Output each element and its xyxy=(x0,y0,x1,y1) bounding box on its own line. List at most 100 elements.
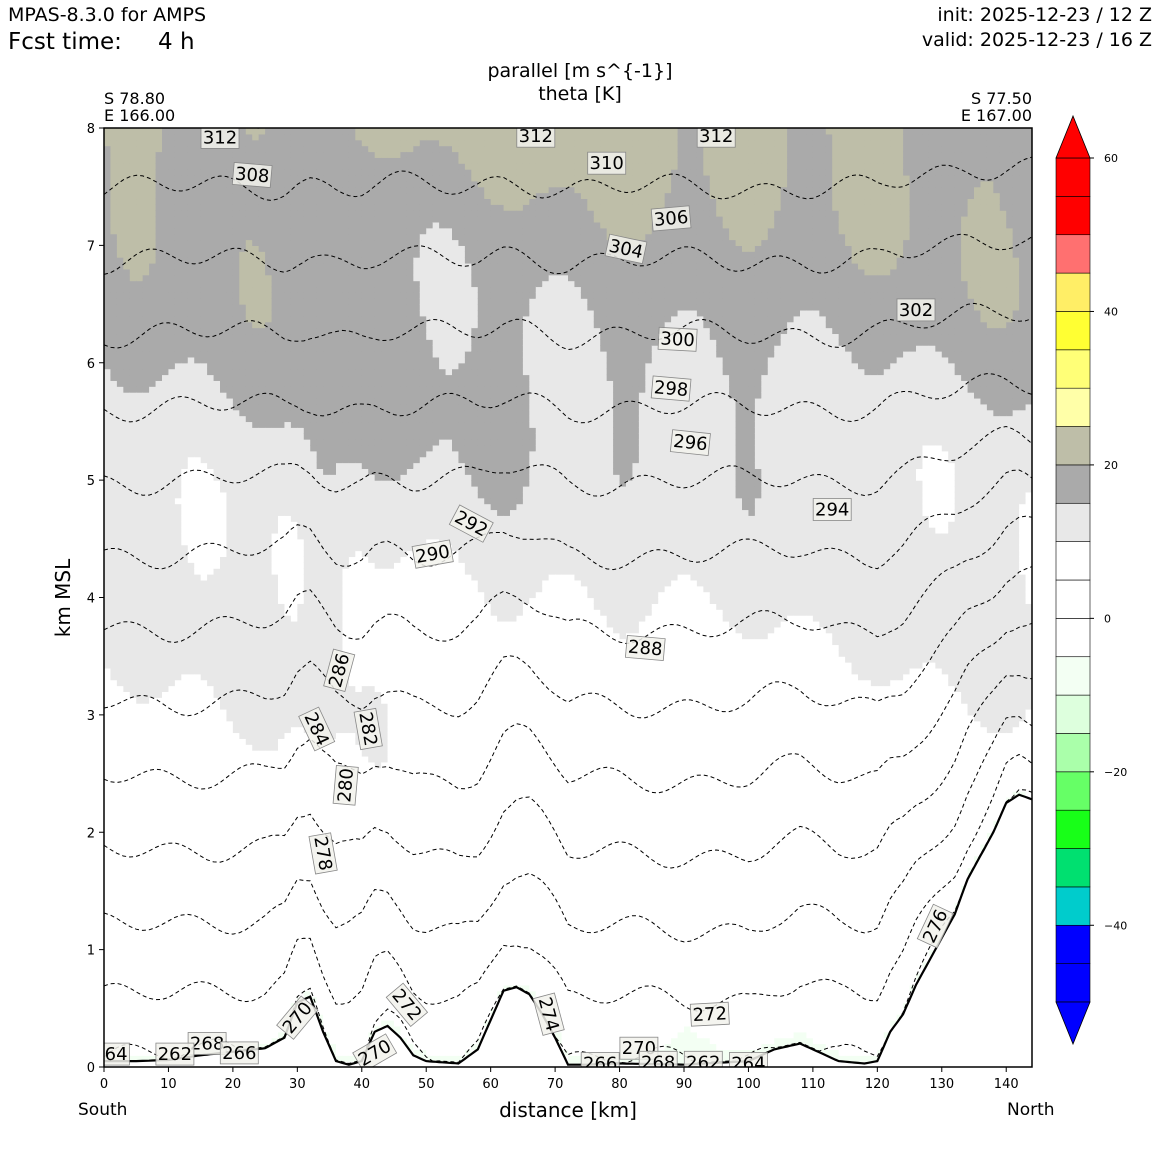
wind-fill-cell xyxy=(149,504,156,510)
wind-fill-cell xyxy=(149,615,156,621)
wind-fill-cell xyxy=(162,228,169,234)
wind-fill-cell xyxy=(104,169,111,175)
wind-fill-cell xyxy=(136,938,143,944)
wind-fill-cell xyxy=(162,615,169,621)
wind-fill-cell xyxy=(104,292,111,298)
wind-fill-cell xyxy=(156,504,163,510)
wind-fill-cell xyxy=(143,680,150,686)
wind-fill-cell xyxy=(123,926,130,932)
wind-fill-cell xyxy=(117,169,124,175)
wind-fill-cell xyxy=(136,386,143,392)
wind-fill-cell xyxy=(149,556,156,562)
wind-fill-cell xyxy=(162,181,169,187)
wind-fill-cell xyxy=(110,451,117,457)
wind-fill-cell xyxy=(117,1008,124,1014)
wind-fill-cell xyxy=(123,480,130,486)
wind-fill-cell xyxy=(130,286,137,292)
wind-fill-cell xyxy=(156,451,163,457)
wind-fill-cell xyxy=(117,298,124,304)
wind-fill-cell xyxy=(110,873,117,879)
wind-fill-cell xyxy=(149,838,156,844)
wind-fill-cell xyxy=(117,551,124,557)
wind-fill-cell xyxy=(130,568,137,574)
wind-fill-cell xyxy=(156,310,163,316)
wind-fill-cell xyxy=(110,286,117,292)
wind-fill-cell xyxy=(149,204,156,210)
wind-fill-cell xyxy=(117,374,124,380)
wind-fill-cell xyxy=(136,909,143,915)
wind-fill-cell xyxy=(110,416,117,422)
wind-fill-cell xyxy=(104,222,111,228)
wind-fill-cell xyxy=(110,398,117,404)
wind-fill-cell xyxy=(104,656,111,662)
wind-fill-cell xyxy=(156,1026,163,1032)
wind-fill-cell xyxy=(162,140,169,146)
wind-fill-cell xyxy=(149,134,156,140)
wind-fill-cell xyxy=(136,433,143,439)
wind-fill-cell xyxy=(162,204,169,210)
wind-fill-cell xyxy=(136,275,143,281)
wind-fill-cell xyxy=(149,240,156,246)
wind-fill-cell xyxy=(117,568,124,574)
wind-fill-cell xyxy=(117,562,124,568)
wind-fill-cell xyxy=(168,627,175,633)
wind-fill-cell xyxy=(110,234,117,240)
wind-fill-cell xyxy=(130,328,137,334)
wind-fill-cell xyxy=(117,1014,124,1020)
wind-fill-cell xyxy=(110,815,117,821)
wind-fill-cell xyxy=(156,627,163,633)
wind-fill-cell xyxy=(130,715,137,721)
wind-fill-cell xyxy=(104,234,111,240)
wind-fill-cell xyxy=(104,662,111,668)
wind-fill-cell xyxy=(110,867,117,873)
wind-fill-cell xyxy=(149,433,156,439)
wind-fill-cell xyxy=(130,463,137,469)
wind-fill-cell xyxy=(117,521,124,527)
wind-fill-cell xyxy=(117,662,124,668)
wind-fill-cell xyxy=(149,832,156,838)
wind-fill-cell xyxy=(123,398,130,404)
wind-fill-cell xyxy=(110,486,117,492)
wind-fill-cell xyxy=(123,304,130,310)
wind-fill-cell xyxy=(104,803,111,809)
wind-fill-cell xyxy=(143,744,150,750)
wind-fill-cell xyxy=(136,662,143,668)
wind-fill-cell xyxy=(110,151,117,157)
wind-fill-cell xyxy=(104,257,111,263)
wind-fill-cell xyxy=(123,609,130,615)
wind-fill-cell xyxy=(104,785,111,791)
wind-fill-cell xyxy=(123,193,130,199)
wind-fill-cell xyxy=(162,961,169,967)
wind-fill-cell xyxy=(168,909,175,915)
wind-fill-cell xyxy=(162,586,169,592)
wind-fill-cell xyxy=(168,920,175,926)
wind-fill-cell xyxy=(149,322,156,328)
wind-fill-cell xyxy=(117,545,124,551)
wind-fill-cell xyxy=(110,445,117,451)
wind-fill-cell xyxy=(136,298,143,304)
wind-fill-cell xyxy=(117,193,124,199)
wind-fill-cell xyxy=(149,269,156,275)
wind-fill-cell xyxy=(117,650,124,656)
wind-fill-cell xyxy=(168,826,175,832)
wind-fill-cell xyxy=(117,187,124,193)
wind-fill-cell xyxy=(168,950,175,956)
wind-fill-cell xyxy=(143,926,150,932)
wind-fill-cell xyxy=(130,973,137,979)
wind-fill-cell xyxy=(117,914,124,920)
wind-fill-cell xyxy=(156,809,163,815)
wind-fill-cell xyxy=(110,328,117,334)
wind-fill-cell xyxy=(136,562,143,568)
wind-fill-cell xyxy=(117,492,124,498)
wind-fill-cell xyxy=(136,885,143,891)
wind-fill-cell xyxy=(110,240,117,246)
wind-fill-cell xyxy=(136,263,143,269)
wind-fill-cell xyxy=(123,269,130,275)
wind-fill-cell xyxy=(149,1032,156,1038)
wind-fill-cell xyxy=(168,756,175,762)
wind-fill-cell xyxy=(143,944,150,950)
wind-fill-cell xyxy=(143,1032,150,1038)
wind-fill-cell xyxy=(143,204,150,210)
wind-fill-cell xyxy=(168,750,175,756)
wind-fill-cell xyxy=(130,427,137,433)
